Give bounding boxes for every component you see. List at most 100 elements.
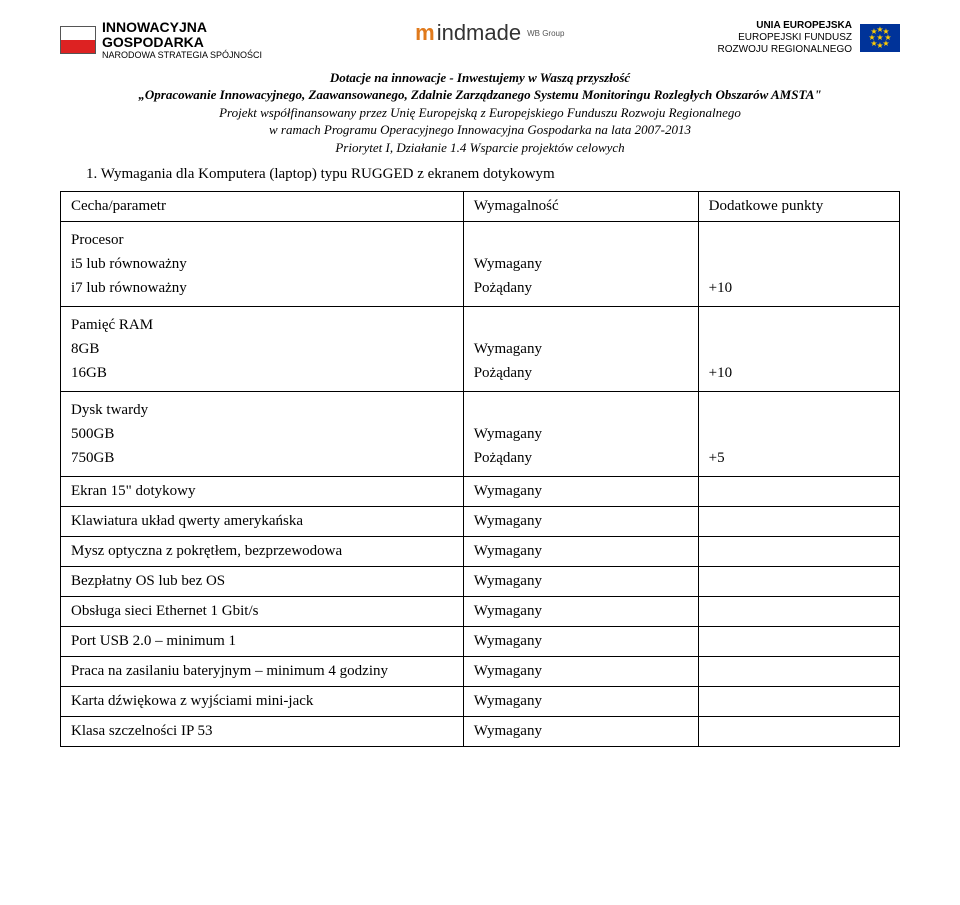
cell-feature: Mysz optyczna z pokrętłem, bezprzewodowa (61, 537, 464, 567)
cell-points-line (709, 422, 889, 446)
eu-line1: UNIA EUROPEJSKA (718, 20, 852, 32)
cell-points (698, 507, 899, 537)
cell-feature-line: 750GB (71, 446, 453, 470)
header-l4: w ramach Programu Operacyjnego Innowacyj… (60, 121, 900, 139)
cell-requirement: Wymagany (463, 537, 698, 567)
cell-points-line (709, 633, 889, 650)
cell-points: +10 (698, 222, 899, 307)
cell-requirement: WymaganyPożądany (463, 392, 698, 477)
cell-points: +10 (698, 307, 899, 392)
cell-requirement: Wymagany (463, 477, 698, 507)
table-row: Port USB 2.0 – minimum 1 Wymagany (61, 627, 900, 657)
cell-feature-line: Dysk twardy (71, 398, 453, 422)
cell-requirement-line: Wymagany (474, 723, 688, 740)
header-logos: INNOWACYJNA GOSPODARKA NARODOWA STRATEGI… (60, 20, 900, 61)
cell-requirement-line: Pożądany (474, 361, 688, 385)
logo-eu: UNIA EUROPEJSKA EUROPEJSKI FUNDUSZ ROZWO… (718, 20, 900, 56)
cell-feature-line: Karta dźwiękowa z wyjściami mini-jack (71, 693, 453, 710)
cell-requirement-line (474, 228, 688, 252)
cell-requirement: WymaganyPożądany (463, 222, 698, 307)
mindmade-sub: WB Group (527, 29, 564, 38)
cell-points-line (709, 603, 889, 620)
logo-innowacyjna: INNOWACYJNA GOSPODARKA NARODOWA STRATEGI… (60, 20, 262, 61)
cell-points-line (709, 663, 889, 680)
cell-requirement: Wymagany (463, 657, 698, 687)
col-header-requirement: Wymagalność (463, 192, 698, 222)
cell-feature-line: Bezpłatny OS lub bez OS (71, 573, 453, 590)
cell-feature-line: 8GB (71, 337, 453, 361)
cell-requirement-line: Wymagany (474, 573, 688, 590)
cell-feature: Karta dźwiękowa z wyjściami mini-jack (61, 687, 464, 717)
col-header-points: Dodatkowe punkty (698, 192, 899, 222)
cell-feature-line: Port USB 2.0 – minimum 1 (71, 633, 453, 650)
cell-requirement-line: Wymagany (474, 422, 688, 446)
cell-points (698, 597, 899, 627)
cell-requirement-line: Pożądany (474, 446, 688, 470)
cell-points (698, 717, 899, 747)
cell-feature: Ekran 15" dotykowy (61, 477, 464, 507)
cell-points (698, 627, 899, 657)
cell-points (698, 477, 899, 507)
cell-feature-line: Pamięć RAM (71, 313, 453, 337)
table-row: Klawiatura układ qwerty amerykańska Wymag… (61, 507, 900, 537)
cell-points-line: +5 (709, 446, 889, 470)
eu-line2: EUROPEJSKI FUNDUSZ (718, 32, 852, 44)
header-l1: Dotacje na innowacje - Inwestujemy w Was… (60, 69, 900, 87)
eu-flag-icon (860, 24, 900, 52)
cell-feature-line: 16GB (71, 361, 453, 385)
cell-requirement-line: Wymagany (474, 513, 688, 530)
cell-requirement-line: Wymagany (474, 337, 688, 361)
cell-points-line (709, 483, 889, 500)
header-text: Dotacje na innowacje - Inwestujemy w Was… (60, 69, 900, 157)
cell-points-line (709, 543, 889, 560)
cell-requirement-line: Wymagany (474, 543, 688, 560)
cell-feature: Bezpłatny OS lub bez OS (61, 567, 464, 597)
cell-requirement-line: Wymagany (474, 633, 688, 650)
cell-points-line (709, 513, 889, 530)
cell-points-line (709, 723, 889, 740)
spec-table: Cecha/parametr Wymagalność Dodatkowe pun… (60, 191, 900, 747)
cell-points-line (709, 693, 889, 710)
table-row: Dysk twardy500GB750GB WymaganyPożądany +… (61, 392, 900, 477)
cell-feature-line: Mysz optyczna z pokrętłem, bezprzewodowa (71, 543, 453, 560)
cell-feature: Praca na zasilaniu bateryjnym – minimum … (61, 657, 464, 687)
section-title: 1. Wymagania dla Komputera (laptop) typu… (86, 166, 900, 183)
table-row: Karta dźwiękowa z wyjściami mini-jack Wym… (61, 687, 900, 717)
mindmade-orange-m: m (415, 20, 435, 46)
cell-requirement-line: Wymagany (474, 603, 688, 620)
cell-requirement-line: Wymagany (474, 483, 688, 500)
table-row: Klasa szczelności IP 53 Wymagany (61, 717, 900, 747)
eu-line3: ROZWOJU REGIONALNEGO (718, 44, 852, 56)
col-header-feature: Cecha/parametr (61, 192, 464, 222)
cell-points (698, 657, 899, 687)
cell-points-line (709, 313, 889, 337)
table-row: Procesori5 lub równoważnyi7 lub równoważ… (61, 222, 900, 307)
cell-feature-line: Klasa szczelności IP 53 (71, 723, 453, 740)
logo-ig-line1: INNOWACYJNA (102, 20, 262, 35)
cell-requirement: WymaganyPożądany (463, 307, 698, 392)
cell-feature: Port USB 2.0 – minimum 1 (61, 627, 464, 657)
cell-points-line (709, 573, 889, 590)
cell-feature-line: Klawiatura układ qwerty amerykańska (71, 513, 453, 530)
cell-requirement: Wymagany (463, 687, 698, 717)
cell-requirement-line: Pożądany (474, 276, 688, 300)
cell-requirement-line: Wymagany (474, 663, 688, 680)
header-l2: „Opracowanie Innowacyjnego, Zaawansowane… (60, 86, 900, 104)
cell-requirement: Wymagany (463, 567, 698, 597)
cell-feature-line: i7 lub równoważny (71, 276, 453, 300)
cell-requirement: Wymagany (463, 507, 698, 537)
cell-requirement-line: Wymagany (474, 693, 688, 710)
header-l5: Priorytet I, Działanie 1.4 Wsparcie proj… (60, 139, 900, 157)
cell-feature: Obsługa sieci Ethernet 1 Gbit/s (61, 597, 464, 627)
cell-feature-line: i5 lub równoważny (71, 252, 453, 276)
cell-requirement: Wymagany (463, 597, 698, 627)
cell-feature: Dysk twardy500GB750GB (61, 392, 464, 477)
logo-mindmade: mindmade WB Group (415, 20, 564, 46)
table-header-row: Cecha/parametr Wymagalność Dodatkowe pun… (61, 192, 900, 222)
table-row: Obsługa sieci Ethernet 1 Gbit/s Wymagany (61, 597, 900, 627)
cell-requirement: Wymagany (463, 717, 698, 747)
cell-feature-line: Praca na zasilaniu bateryjnym – minimum … (71, 663, 453, 680)
cell-requirement: Wymagany (463, 627, 698, 657)
table-row: Bezpłatny OS lub bez OS Wymagany (61, 567, 900, 597)
cell-feature: Pamięć RAM8GB16GB (61, 307, 464, 392)
